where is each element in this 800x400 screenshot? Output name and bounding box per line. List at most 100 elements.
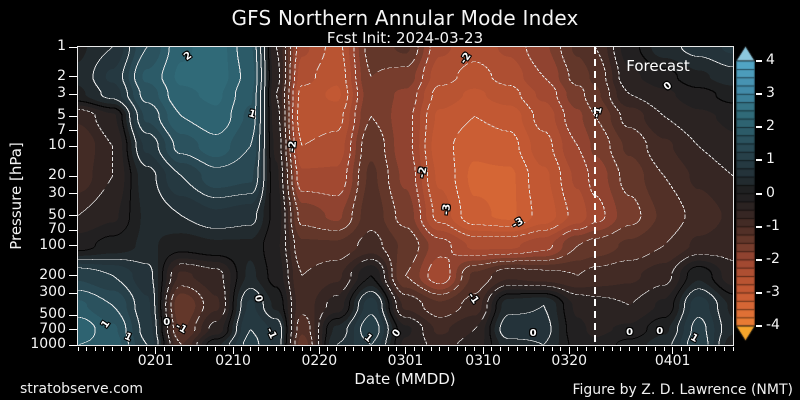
y-tick-label: 700 — [39, 320, 66, 337]
x-axis-tick — [198, 347, 200, 351]
y-tick-label: 30 — [48, 184, 66, 201]
x-axis-tick — [361, 347, 363, 351]
x-axis-tick — [594, 347, 596, 351]
colorbar-tick-label: -4 — [766, 317, 780, 333]
watermark: stratobserve.com — [20, 381, 143, 397]
colorbar-tick-label: 0 — [766, 184, 775, 201]
x-axis-tick — [310, 347, 312, 351]
x-axis-tick — [379, 347, 381, 351]
x-axis-tick — [241, 347, 243, 351]
colorbar-tick-label: 2 — [766, 118, 775, 135]
y-tick-label: 2 — [57, 67, 66, 84]
y-axis-tick — [69, 145, 77, 147]
x-axis-tick — [723, 347, 725, 351]
x-axis-tick — [258, 347, 260, 351]
x-axis-tick — [680, 347, 682, 351]
x-axis-tick — [146, 347, 148, 351]
x-axis-tick — [611, 347, 613, 351]
x-axis-tick — [603, 347, 605, 351]
x-axis-tick — [129, 347, 131, 351]
x-axis-tick — [318, 347, 320, 354]
colorbar — [736, 46, 755, 343]
x-tick-label: 0301 — [387, 353, 424, 369]
x-axis-tick — [163, 347, 165, 351]
x-axis-tick — [577, 347, 579, 351]
y-axis-tick — [69, 292, 77, 294]
x-axis-tick — [301, 347, 303, 351]
y-axis-tick — [69, 93, 77, 95]
x-axis-tick — [103, 347, 105, 351]
colorbar-tick — [756, 325, 762, 327]
x-axis-tick — [491, 347, 493, 351]
x-axis-tick — [663, 347, 665, 351]
y-axis-tick — [69, 130, 77, 132]
x-axis-tick — [292, 347, 294, 351]
x-axis-tick — [111, 347, 113, 351]
x-axis-tick — [482, 347, 484, 354]
colorbar-tick — [756, 225, 762, 228]
contour-label: 0 — [163, 316, 171, 328]
x-axis-tick — [396, 347, 398, 351]
x-axis-tick — [180, 347, 182, 351]
colorbar-tick-label: -3 — [766, 283, 780, 300]
x-axis-tick — [189, 347, 191, 351]
x-axis-tick — [344, 347, 346, 351]
x-axis-tick — [689, 347, 691, 351]
colorbar-tick-label: 3 — [766, 85, 775, 102]
x-axis-tick — [94, 347, 96, 351]
y-tick-label: 70 — [48, 221, 66, 238]
y-axis-tick — [69, 314, 77, 316]
contour-label: -3 — [440, 203, 453, 216]
x-axis-tick — [456, 347, 458, 351]
x-axis-tick — [284, 347, 286, 351]
x-axis-tick — [405, 347, 406, 354]
y-tick-label: 50 — [48, 206, 66, 223]
x-axis-tick — [206, 347, 208, 351]
x-axis-tick — [86, 347, 88, 351]
x-axis-tick — [155, 347, 157, 354]
x-tick-label: 0320 — [551, 353, 588, 369]
y-axis-tick — [69, 329, 77, 331]
x-axis-tick — [336, 347, 338, 351]
y-tick-label: 3 — [57, 85, 66, 102]
nam-index-contour-plot — [78, 47, 733, 345]
x-tick-label: 0310 — [465, 353, 501, 369]
contour-label: -2 — [286, 140, 299, 153]
x-axis-label: Date (MMDD) — [354, 370, 456, 388]
y-axis-tick — [69, 245, 77, 247]
x-axis-tick — [137, 347, 139, 351]
colorbar-tick — [756, 258, 762, 261]
x-axis-tick — [77, 347, 79, 351]
x-axis-tick — [715, 347, 717, 351]
y-tick-label: 1 — [57, 38, 66, 54]
y-axis-tick — [69, 275, 77, 277]
x-axis-tick — [629, 347, 631, 351]
x-axis-tick — [585, 347, 587, 351]
colorbar-tick — [756, 192, 762, 195]
x-axis-tick — [215, 347, 217, 351]
y-axis-tick — [69, 215, 77, 217]
x-axis-tick — [654, 347, 656, 351]
x-tick-label: 0401 — [654, 353, 691, 369]
y-tick-label: 500 — [39, 306, 66, 323]
figure-title: GFS Northern Annular Mode Index — [231, 6, 579, 30]
colorbar-tick-label: -2 — [766, 250, 780, 267]
x-axis-tick — [267, 347, 269, 351]
x-axis-tick — [413, 347, 415, 351]
x-axis-tick — [448, 347, 450, 351]
x-axis-tick — [353, 347, 355, 351]
y-tick-label: 10 — [48, 137, 66, 154]
colorbar-tick — [756, 291, 762, 294]
x-axis-tick — [551, 347, 553, 351]
x-axis-tick — [473, 347, 475, 351]
contour-label: 0 — [626, 327, 634, 339]
colorbar-tick — [756, 93, 762, 96]
x-axis-tick — [172, 347, 174, 351]
colorbar-tick — [756, 60, 762, 62]
x-axis-tick — [120, 347, 122, 351]
x-axis-tick — [732, 347, 734, 351]
colorbar-tick — [756, 159, 762, 162]
x-tick-label: 0210 — [215, 353, 251, 369]
x-axis-tick — [232, 347, 234, 354]
x-axis-tick — [439, 347, 441, 351]
